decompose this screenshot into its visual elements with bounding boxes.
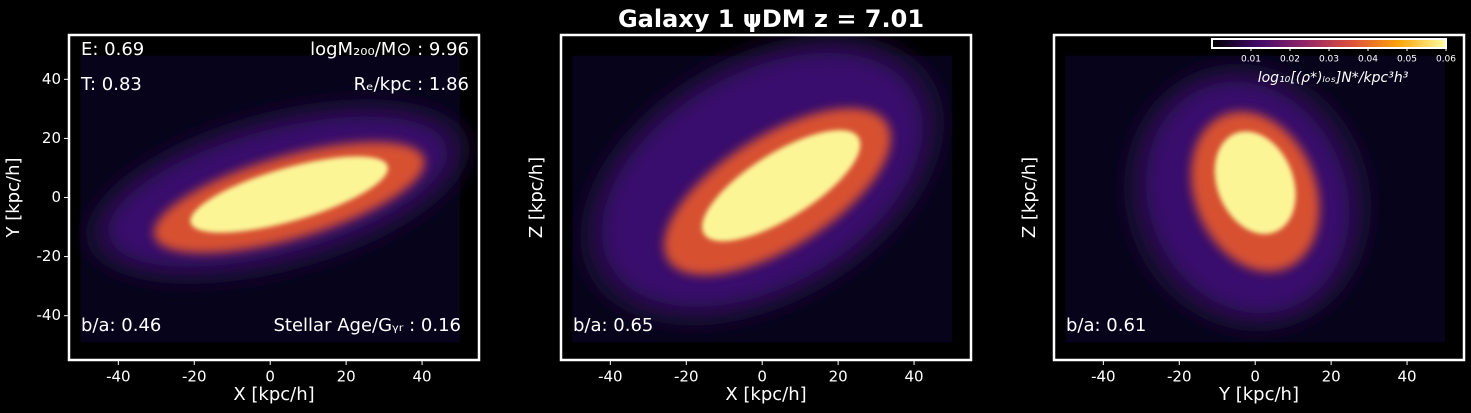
- x-tick-label: 20: [1322, 368, 1341, 386]
- density-blob: [190, 156, 388, 233]
- x-tick-label: -20: [1167, 368, 1192, 386]
- x-tick-label: -20: [182, 368, 207, 386]
- colorbar-tick-label: 0.06: [1436, 55, 1456, 65]
- x-tick-label: 40: [905, 368, 924, 386]
- axes-frame: [1052, 33, 1466, 362]
- y-tick-label: 0: [51, 188, 61, 206]
- y-axis-label: Z [kpc/h]: [526, 157, 547, 238]
- x-tick-label: 20: [337, 368, 356, 386]
- colorbar-tick-label: 0.03: [1319, 55, 1339, 65]
- colorbar: [1211, 38, 1447, 49]
- x-tick-label: -40: [106, 368, 131, 386]
- y-tick-label: 20: [42, 129, 61, 147]
- annotation: E: 0.69: [81, 39, 144, 60]
- colorbar-tick-label: 0.04: [1358, 55, 1378, 65]
- annotation: logM₂₀₀/M⊙ : 9.96: [310, 39, 469, 60]
- annotation: Stellar Age/Gᵧᵣ : 0.16: [274, 315, 462, 336]
- annotation: b/a: 0.61: [1066, 315, 1146, 336]
- colorbar-tick-label: 0.01: [1241, 55, 1261, 65]
- x-tick-label: 40: [1398, 368, 1417, 386]
- density-image: [1065, 55, 1446, 343]
- annotation: Rₑ/kpc : 1.86: [354, 74, 469, 95]
- x-tick-label: 0: [1250, 368, 1260, 386]
- x-tick-label: -20: [674, 368, 699, 386]
- axes-frame: [559, 33, 973, 362]
- x-tick-label: -40: [598, 368, 623, 386]
- y-tick-label: -40: [37, 306, 62, 324]
- density-image: [572, 35, 953, 343]
- x-axis-label: Y [kpc/h]: [1218, 384, 1299, 405]
- x-tick-label: -40: [1091, 368, 1116, 386]
- annotation: b/a: 0.65: [573, 315, 653, 336]
- figure-title: Galaxy 1 ψDM z = 7.01: [618, 5, 924, 33]
- x-axis-label: X [kpc/h]: [233, 384, 314, 405]
- y-tick-label: -20: [37, 247, 62, 265]
- colorbar-tick-label: 0.05: [1397, 55, 1417, 65]
- density-blob: [702, 130, 861, 242]
- colorbar-label: log₁₀[(ρ*)ₗₒₛ]N*/kpc³h³: [1258, 70, 1409, 86]
- y-axis-label: Y [kpc/h]: [3, 158, 24, 239]
- colorbar-tick-label: 0.02: [1280, 55, 1300, 65]
- x-tick-label: 20: [829, 368, 848, 386]
- x-axis-label: X [kpc/h]: [725, 384, 806, 405]
- x-tick-label: 40: [413, 368, 432, 386]
- density-blob: [1214, 131, 1296, 235]
- y-tick-label: 40: [42, 70, 61, 88]
- density-image: [80, 55, 470, 343]
- x-tick-label: 0: [265, 368, 275, 386]
- x-tick-label: 0: [757, 368, 767, 386]
- annotation: T: 0.83: [80, 74, 142, 95]
- annotation: b/a: 0.46: [81, 315, 161, 336]
- y-axis-label: Z [kpc/h]: [1019, 157, 1040, 238]
